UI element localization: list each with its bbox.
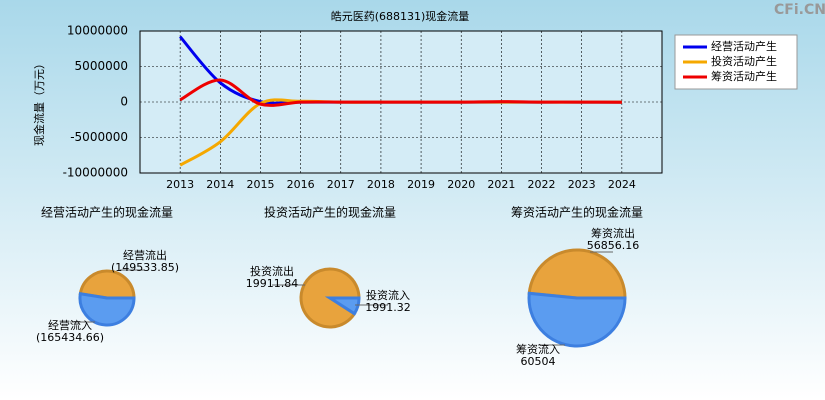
slice-label: 投资流入 — [366, 288, 410, 302]
y-tick-label: -10000000 — [63, 166, 128, 180]
y-tick-label: 10000000 — [67, 24, 128, 38]
slice-value: 19911.84 — [246, 277, 299, 290]
slice-label: 筹资流入 — [516, 342, 560, 356]
x-tick-label: 2020 — [447, 178, 475, 191]
legend-label: 经营活动产生 — [711, 39, 777, 53]
pie-title: 筹资活动产生的现金流量 — [511, 205, 643, 220]
pie-slice — [527, 291, 627, 348]
pie-slice — [78, 292, 136, 327]
x-tick-label: 2013 — [166, 178, 194, 191]
y-tick-label: -5000000 — [70, 130, 128, 144]
slice-value: 60504 — [521, 355, 556, 368]
x-tick-label: 2023 — [568, 178, 596, 191]
x-tick-label: 2015 — [246, 178, 274, 191]
x-tick-label: 2021 — [487, 178, 515, 191]
slice-value: 56856.16 — [587, 239, 640, 252]
legend-label: 投资活动产生 — [711, 54, 777, 68]
series-line — [179, 78, 622, 107]
y-tick-label: 0 — [120, 95, 128, 109]
slice-value: 1991.32 — [365, 301, 411, 314]
slice-value: (165434.66) — [36, 331, 104, 344]
pie-title: 投资活动产生的现金流量 — [264, 205, 396, 220]
x-tick-label: 2022 — [528, 178, 556, 191]
x-tick-label: 2024 — [608, 178, 636, 191]
slice-label: 经营流入 — [48, 318, 92, 332]
slice-label: 经营流出 — [123, 248, 167, 262]
chart-title: 皓元医药(688131)现金流量 — [331, 9, 470, 23]
pie-title: 经营活动产生的现金流量 — [41, 205, 173, 220]
watermark: CFi.CN — [774, 2, 825, 18]
plot-border — [139, 30, 663, 174]
x-tick-label: 2014 — [206, 178, 234, 191]
slice-label: 投资流出 — [250, 264, 294, 278]
pie-slice — [527, 248, 627, 300]
pie-slice — [324, 296, 361, 316]
legend-label: 筹资活动产生 — [711, 69, 777, 83]
x-tick-label: 2019 — [407, 178, 435, 191]
y-tick-label: 5000000 — [75, 59, 128, 73]
slice-value: (149533.85) — [111, 261, 179, 274]
y-axis-label: 现金流量（万元） — [32, 58, 46, 146]
slice-label: 筹资流出 — [591, 226, 635, 240]
x-tick-label: 2017 — [327, 178, 355, 191]
x-tick-label: 2016 — [287, 178, 315, 191]
pie-slice — [78, 269, 136, 300]
x-tick-label: 2018 — [367, 178, 395, 191]
